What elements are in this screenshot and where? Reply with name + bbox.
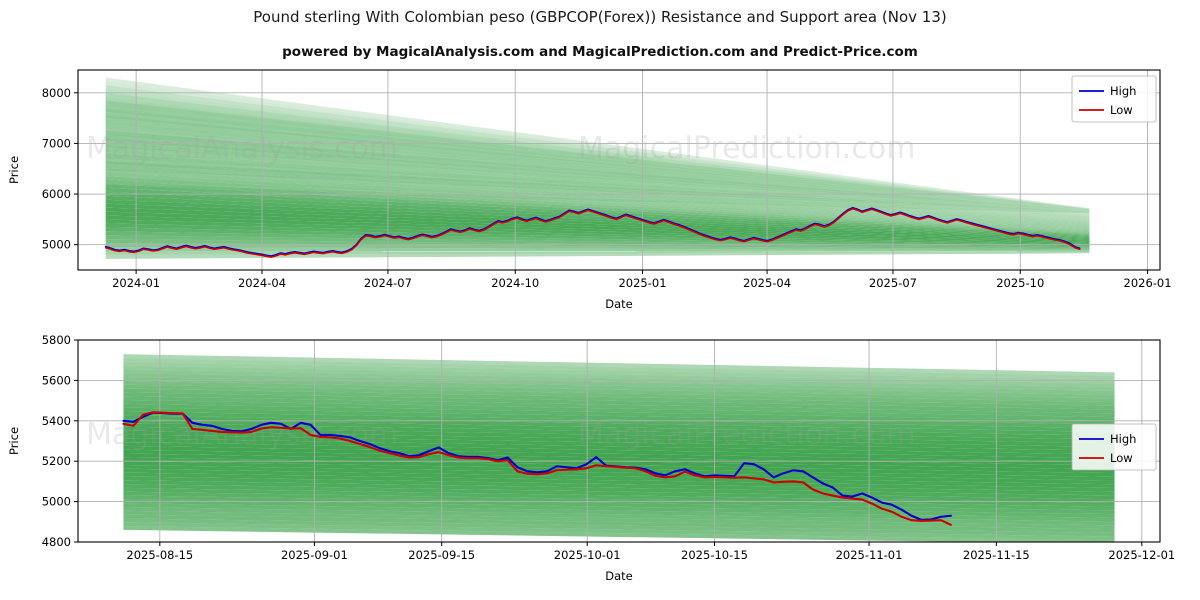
x-axis-label: Date [605,297,633,311]
axis-ticks: 5000 6000 7000 8000 2024-01 2024-04 2024-07 202… [42,86,1172,290]
x-tick-label: 2025-11-01 [836,548,903,562]
y-tick-label: 5400 [42,414,71,428]
bottom-chart-panel: MagicalAnalysis.com MagicalPrediction.com… [0,322,1200,600]
legend-label-low: Low [1110,451,1133,465]
axis-ticks: 4800 5000 5200 5400 5600 5800 2025-08-15 2025-0… [42,333,1176,562]
y-tick-label: 8000 [42,86,71,100]
y-tick-label: 7000 [42,136,71,150]
y-tick-label: 5600 [42,373,71,387]
top-chart: MagicalAnalysis.com MagicalPrediction.com… [7,69,1172,311]
page-subtitle: powered by MagicalAnalysis.com and Magic… [282,44,918,60]
watermark-group: MagicalAnalysis.com MagicalPrediction.com [86,131,916,166]
legend-label-high: High [1110,432,1136,446]
x-tick-label: 2025-10-15 [681,548,748,562]
y-tick-label: 6000 [42,187,71,201]
y-axis-label: Price [7,156,21,184]
watermark: MagicalPrediction.com [578,131,916,166]
y-tick-label: 5800 [42,333,71,347]
series-line-low [104,207,1081,258]
x-tick-label: 2025-01 [618,276,666,290]
legend: High Low [1071,75,1157,123]
x-tick-label: 2025-08-15 [126,548,193,562]
legend: High Low [1071,423,1157,471]
x-tick-label: 2025-10 [996,276,1044,290]
band-rays [105,77,1090,214]
y-tick-label: 5000 [42,495,71,509]
x-tick-label: 2024-07 [364,276,412,290]
page-title: Pound sterling With Colombian peso (GBPC… [253,8,947,26]
y-tick-label: 5000 [42,238,71,252]
x-tick-label: 2025-09-01 [281,548,348,562]
bottom-chart: MagicalAnalysis.com MagicalPrediction.com… [7,333,1176,583]
x-tick-label: 2024-01 [112,276,160,290]
series-line-high [122,411,952,521]
x-tick-label: 2024-10 [491,276,539,290]
y-axis-label: Price [7,427,21,455]
watermark: MagicalPrediction.com [578,417,916,452]
x-tick-label: 2025-07 [869,276,917,290]
grid-lines [78,70,1160,270]
watermark-group: MagicalAnalysis.com MagicalPrediction.com [86,417,916,452]
grid-lines [78,340,1160,542]
watermark: MagicalAnalysis.com [86,417,398,452]
x-tick-label: 2025-12-01 [1108,548,1175,562]
series-line-high [104,206,1081,257]
y-tick-label: 5200 [42,454,71,468]
x-tick-label: 2024-04 [238,276,286,290]
legend-label-high: High [1110,84,1136,98]
x-tick-label: 2026-01 [1124,276,1172,290]
x-tick-label: 2025-10-01 [554,548,621,562]
x-tick-label: 2025-04 [743,276,791,290]
x-axis-label: Date [605,569,633,583]
x-tick-label: 2025-11-15 [963,548,1030,562]
plot-border [77,339,1161,543]
series-line-low [122,411,952,526]
support-resistance-band [123,354,1115,542]
y-tick-label: 4800 [42,535,71,549]
legend-label-low: Low [1110,103,1133,117]
x-tick-label: 2025-09-15 [408,548,475,562]
top-chart-panel: MagicalAnalysis.com MagicalPrediction.com… [7,69,1172,311]
plot-border [77,69,1161,271]
support-resistance-band [105,77,1090,259]
watermark: MagicalAnalysis.com [86,131,398,166]
